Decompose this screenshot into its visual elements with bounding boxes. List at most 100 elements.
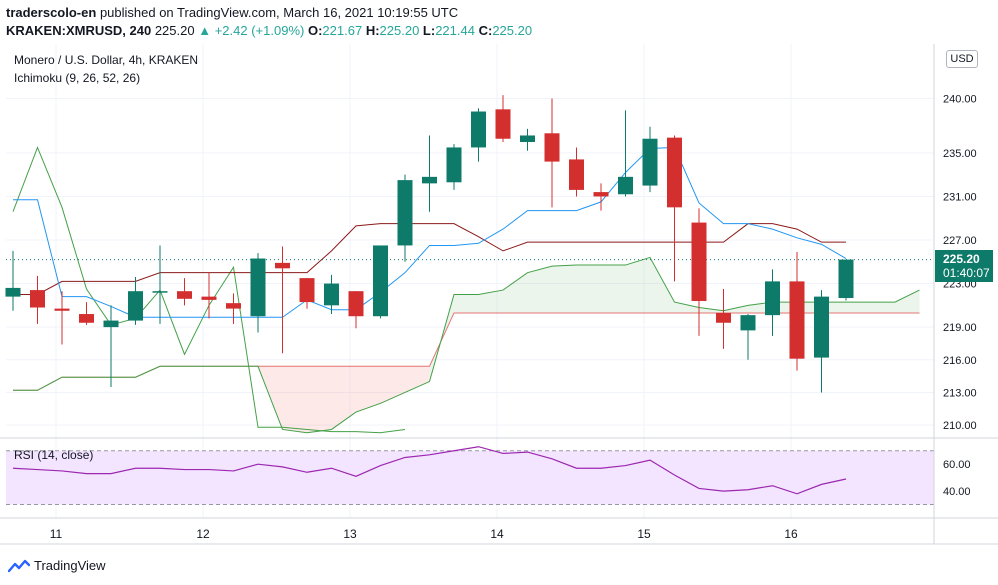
candlesticks (5, 95, 854, 393)
price-tick-label: 210.00 (943, 420, 977, 432)
tradingview-brand[interactable]: TradingView (34, 558, 106, 573)
price-badge: 225.20 01:40:07 (935, 250, 993, 282)
cloud-segment (282, 366, 307, 433)
symbol-label: KRAKEN:XMRUSD, 240 (6, 23, 152, 38)
cloud-segment (895, 290, 920, 313)
price-change: +2.42 (+1.09%) (214, 23, 305, 38)
open-label: O: (307, 23, 323, 38)
cloud-segment (552, 265, 577, 313)
low-label: L: (422, 23, 436, 38)
author-name[interactable]: traderscolo-en (6, 5, 97, 20)
candle-body (128, 291, 143, 321)
candle-body (201, 296, 217, 300)
candle-body (5, 287, 21, 297)
candle-body (789, 281, 805, 359)
cloud-segment (356, 366, 381, 413)
cloud-segment (699, 307, 724, 313)
price-tick-label: 216.00 (943, 355, 977, 367)
cloud-segment (405, 366, 430, 393)
candle-body (569, 159, 584, 190)
price-badge-value: 225.20 (943, 252, 980, 266)
candle-body (275, 262, 290, 269)
candle-body (593, 192, 609, 197)
grid-lines (6, 44, 934, 518)
price-tick-label: 231.00 (943, 191, 977, 203)
axes: 210.00213.00216.00219.00223.00227.00231.… (0, 44, 998, 545)
candle-body (838, 259, 854, 299)
rsi-tick-label: 60.00 (943, 459, 971, 471)
candle-body (446, 147, 462, 183)
candle-body (495, 109, 511, 139)
kijun-sen-line (13, 223, 846, 295)
candle-body (79, 314, 94, 323)
publish-line: traderscolo-en published on TradingView.… (6, 4, 986, 22)
candle-body (520, 135, 535, 142)
cloud-segment (527, 266, 552, 313)
tenkan-sen-line (13, 146, 847, 318)
candle-body (103, 320, 119, 328)
candle-body (177, 291, 192, 299)
rsi-line (12, 446, 847, 495)
rsi-band-fill (6, 450, 934, 505)
open-value: 221.67 (322, 23, 363, 38)
cloud-segment (478, 290, 503, 313)
candle-body (814, 296, 829, 358)
price-badge-countdown: 01:40:07 (943, 266, 990, 280)
candle-body (740, 315, 756, 331)
time-tick-label: 13 (343, 527, 357, 541)
cloud-segment (723, 305, 748, 313)
senkou-span-b-line (13, 312, 920, 391)
candle-body (397, 180, 413, 246)
candle-body (324, 283, 339, 306)
time-tick-label: 14 (490, 527, 504, 541)
rsi-pane (6, 446, 934, 506)
rsi-tick-label: 40.00 (943, 486, 971, 498)
cloud-segment (650, 257, 675, 313)
cloud-segment (601, 265, 626, 313)
high-value: 225.20 (379, 23, 420, 38)
cloud-segment (331, 366, 356, 430)
time-tick-label: 12 (196, 527, 210, 541)
candle-body (716, 312, 731, 323)
candle-body (226, 303, 241, 309)
candle-body (250, 258, 266, 317)
candle-body (544, 133, 560, 162)
candle-body (765, 281, 780, 316)
high-label: H: (365, 23, 380, 38)
cloud-segment (674, 302, 699, 313)
cloud-segment (454, 294, 479, 313)
cloud-segment (380, 366, 405, 404)
price-tick-label: 240.00 (943, 93, 977, 105)
last-price: 225.20 (154, 23, 195, 38)
ohlc-line: KRAKEN:XMRUSD, 240 225.20 ▲ +2.42 (+1.09… (6, 22, 986, 40)
candle-body (152, 291, 168, 293)
candle-body (642, 138, 658, 186)
main-legend-title: Monero / U.S. Dollar, 4h, KRAKEN (14, 53, 198, 67)
candle-body (691, 222, 707, 301)
candle-body (471, 111, 486, 148)
price-tick-label: 219.00 (943, 322, 977, 334)
ichimoku-legend: Ichimoku (9, 26, 52, 26) (14, 71, 140, 85)
chart-canvas[interactable]: 210.00213.00216.00219.00223.00227.00231.… (0, 44, 998, 554)
price-badge-bg (935, 250, 993, 282)
time-tick-label: 16 (784, 527, 798, 541)
cloud-segment (576, 265, 601, 313)
currency-button[interactable]: USD (946, 50, 978, 68)
cloud-segment (503, 272, 528, 313)
cloud-segment (625, 257, 650, 313)
price-tick-label: 213.00 (943, 387, 977, 399)
cloud-segment (307, 366, 332, 433)
candle-body (373, 245, 388, 317)
cloud-segment (870, 302, 895, 313)
cloud-segment (846, 302, 871, 313)
change-arrow-icon: ▲ (198, 23, 212, 38)
candle-body (348, 291, 364, 317)
close-value: 225.20 (492, 23, 533, 38)
candle-body (299, 278, 315, 303)
time-tick-label: 15 (637, 527, 651, 541)
candle-body (54, 308, 70, 311)
price-tick-label: 235.00 (943, 148, 977, 160)
low-value: 221.44 (435, 23, 475, 38)
close-label: C: (478, 23, 493, 38)
published-text: published on TradingView.com, March 16, … (99, 5, 459, 20)
